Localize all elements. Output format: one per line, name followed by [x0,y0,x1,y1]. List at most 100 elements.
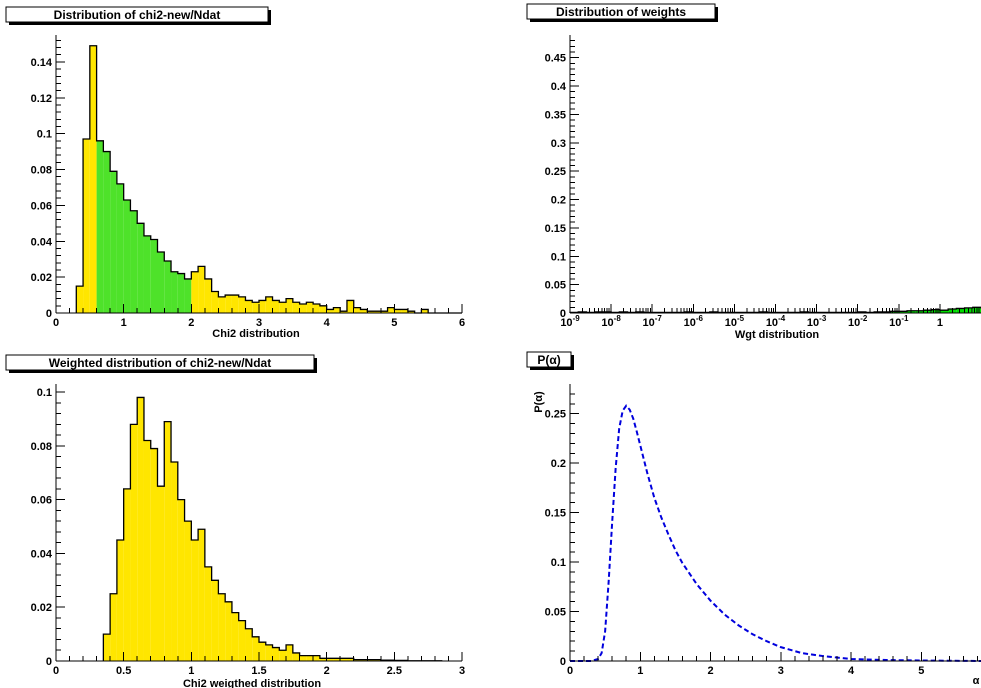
x-tick-label: 0.5 [116,665,131,677]
weights-chart: Distribution of weights00.050.10.150.20.… [527,4,981,341]
histogram-bin [137,223,144,313]
histogram-bin [273,300,280,313]
x-tick-label: 4 [848,665,855,677]
x-tick-label: 1 [121,317,127,329]
y-tick-label: 0.08 [31,165,52,177]
histogram-bin [158,252,165,313]
histogram-bin [76,286,83,313]
x-tick-label: 10-5 [725,314,745,329]
x-tick-label: 1.5 [251,665,266,677]
histogram-bin [266,297,273,313]
y-tick-label: 0.05 [545,607,566,619]
histogram-bin [90,46,97,313]
histogram-bin [239,297,246,313]
histogram-bin [130,211,137,313]
histogram-bin [178,274,185,313]
histogram-bin [279,650,286,661]
histogram-bin [205,567,212,661]
y-tick-label: 0.02 [31,272,52,284]
histogram-bin [293,302,300,313]
histogram-bin [300,304,307,313]
histogram-bin [164,422,171,661]
x-tick-label: 4 [324,317,331,329]
histogram-bin [97,141,104,313]
histogram-bin [171,272,178,313]
chart-title: P(α) [537,353,560,367]
histogram-bin [306,302,313,313]
y-tick-label: 0.1 [551,557,566,569]
series-line [570,406,981,661]
histogram-bin [124,489,131,661]
y-tick-label: 0.1 [551,251,566,263]
histogram-bin [110,171,117,313]
x-tick-label: 10-3 [807,314,827,329]
x-axis-title: Chi2 weigthed distribution [183,678,321,688]
y-tick-label: 0.15 [545,223,566,235]
y-tick-label: 0.14 [31,57,53,69]
y-tick-label: 0.2 [551,458,566,470]
histogram-bin [151,239,158,313]
y-tick-label: 0.02 [31,602,52,614]
x-tick-label: 10-7 [643,314,663,329]
histogram-bin [232,613,239,661]
weighted-chi2-chart: Weighted distribution of chi2-new/Ndat00… [6,355,465,688]
y-tick-label: 0 [46,308,52,320]
histogram-bin [956,308,964,313]
y-tick-label: 0.04 [31,548,53,560]
y-tick-label: 0.4 [551,81,567,93]
histogram-bin [286,645,293,661]
histogram-bin [212,580,219,661]
histogram-bin [320,306,327,313]
histogram-bin [191,272,198,313]
chi2-chart: Distribution of chi2-new/Ndat00.020.040.… [6,7,465,340]
histogram-bin [218,297,225,313]
x-tick-label: 10-6 [684,314,704,329]
x-tick-label: 1 [188,665,194,677]
x-tick-label: 2 [707,665,713,677]
histogram-bin [205,279,212,313]
histogram-bin [212,291,219,313]
histogram-bin [354,308,361,313]
histogram-bin [171,462,178,661]
x-tick-label: 10-9 [560,314,580,329]
histogram-bin [300,656,307,661]
x-tick-label: 2 [324,665,330,677]
histogram-bin [117,184,124,313]
y-tick-label: 0.04 [31,236,53,248]
x-tick-label: 5 [391,317,397,329]
y-tick-label: 0.1 [37,387,52,399]
x-tick-label: 0 [53,317,59,329]
x-axis-title: Chi2 distribution [212,328,300,340]
x-axis-title: Wgt distribution [735,329,820,341]
histogram-bin [225,295,232,313]
histogram-bin [252,637,259,661]
histogram-bin [245,300,252,313]
x-tick-label: 2.5 [387,665,402,677]
histogram-bin [185,279,192,313]
x-tick-label: 3 [459,665,465,677]
histogram-bin [151,449,158,661]
histogram-bin [83,139,90,313]
y-tick-label: 0.1 [37,129,52,141]
y-tick-label: 0 [560,656,566,668]
axes [570,384,981,661]
histogram-bin [286,299,293,313]
y-tick-label: 0.25 [545,166,566,178]
y-tick-label: 0.12 [31,93,52,105]
x-tick-label: 1 [637,665,643,677]
y-tick-label: 0.05 [545,280,566,292]
x-axis-title: α [973,675,980,687]
histogram-bin [225,602,232,661]
histogram-bin [333,308,340,313]
histogram-bin [124,200,131,313]
histogram-bin [137,397,144,661]
y-tick-label: 0.2 [551,195,566,207]
histogram-bin [259,300,266,313]
y-tick-label: 0.25 [545,409,566,421]
histogram-bin [313,304,320,313]
x-tick-label: 2 [188,317,194,329]
histogram-bin [158,486,165,661]
histogram-bin [185,521,192,661]
histogram-bin [218,594,225,661]
